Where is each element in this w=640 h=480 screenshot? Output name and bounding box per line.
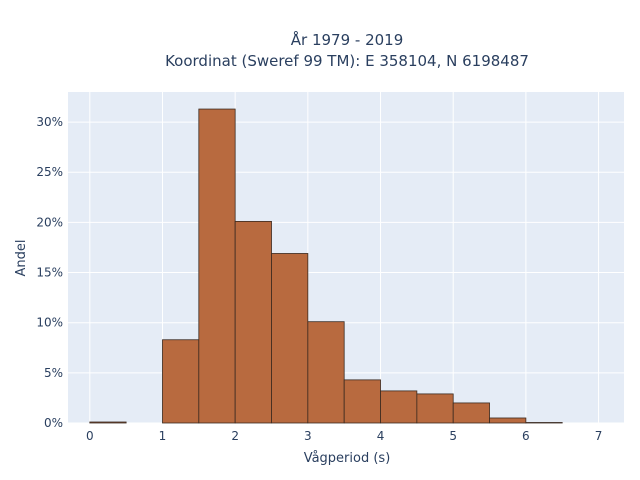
x-tick-label: 4 <box>377 429 385 443</box>
y-tick-label: 25% <box>36 165 63 179</box>
histogram-bar <box>452 402 490 424</box>
y-tick-label: 30% <box>36 115 63 129</box>
x-tick-label: 5 <box>449 429 457 443</box>
x-tick-label: 0 <box>86 429 94 443</box>
x-axis-title: Vågperiod (s) <box>304 451 391 466</box>
y-tick-labels: 0% 5% 10% 15% 20% 25% 30% <box>36 115 63 430</box>
histogram-bar <box>343 379 381 424</box>
chart-title-line-1: År 1979 - 2019 <box>291 30 404 49</box>
y-tick-label: 0% <box>44 416 63 430</box>
histogram-bar <box>307 321 345 424</box>
histogram-bar <box>489 417 527 424</box>
histogram-bar <box>525 422 563 424</box>
histogram-bar <box>198 108 236 424</box>
histogram-bar <box>234 220 272 424</box>
x-tick-label: 2 <box>231 429 239 443</box>
y-tick-label: 5% <box>44 366 63 380</box>
histogram-bar <box>271 253 309 424</box>
y-tick-label: 15% <box>36 266 63 280</box>
histogram-bar <box>416 393 454 424</box>
x-tick-labels: 0 1 2 3 4 5 6 7 <box>86 429 602 443</box>
x-tick-label: 1 <box>159 429 167 443</box>
chart-title-line-2: Koordinat (Sweref 99 TM): E 358104, N 61… <box>165 52 529 70</box>
x-tick-label: 3 <box>304 429 312 443</box>
histogram-bar <box>89 421 127 424</box>
y-axis-title: Andel <box>14 240 29 277</box>
histogram-bar <box>380 390 418 424</box>
x-tick-label: 7 <box>595 429 603 443</box>
y-tick-label: 20% <box>36 215 63 229</box>
grid-lines <box>68 92 624 424</box>
histogram-bar <box>162 339 200 424</box>
bars <box>89 108 563 424</box>
plot-background <box>68 92 624 423</box>
y-tick-label: 10% <box>36 316 63 330</box>
x-tick-label: 6 <box>522 429 530 443</box>
